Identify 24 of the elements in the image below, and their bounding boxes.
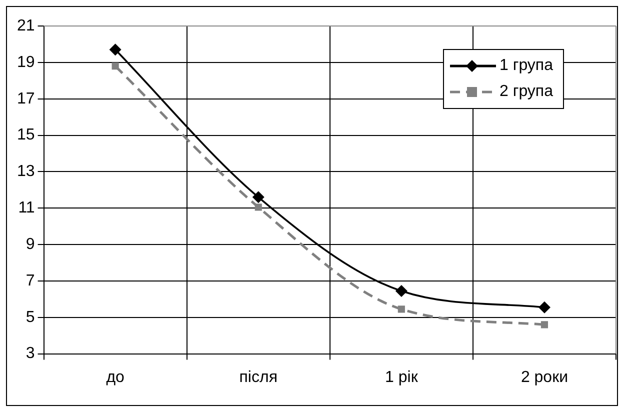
legend-label: 1 група: [500, 57, 553, 75]
point: [109, 44, 122, 56]
y-tick-label: 5: [26, 308, 35, 326]
point: [254, 204, 262, 211]
x-tick-label: 2 роки: [520, 368, 568, 386]
y-tick-label: 19: [17, 54, 35, 71]
y-tick-label: 15: [17, 126, 35, 144]
y-tick-label: 11: [18, 200, 35, 217]
point: [398, 306, 405, 313]
point: [395, 284, 408, 297]
point: [538, 301, 550, 314]
point: [540, 321, 548, 328]
y-tick-label: 21: [17, 17, 35, 34]
point: [252, 191, 264, 204]
y-tick-label: 3: [26, 345, 35, 362]
x-tick-label: після: [239, 368, 278, 386]
y-tick-label: 9: [26, 236, 35, 253]
x-tick-label: до: [106, 368, 125, 386]
legend-label: 2 група: [500, 83, 553, 101]
point: [112, 62, 119, 70]
x-tick-label: 1 рік: [385, 368, 419, 386]
y-tick-label: 13: [17, 163, 35, 180]
y-tick-label: 17: [17, 90, 35, 108]
y-tick-label: 7: [26, 272, 35, 290]
